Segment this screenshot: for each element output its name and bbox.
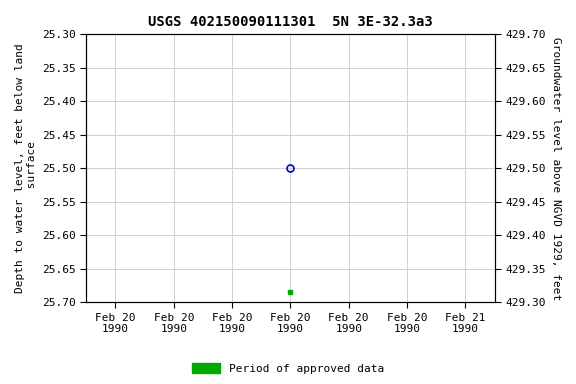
Y-axis label: Groundwater level above NGVD 1929, feet: Groundwater level above NGVD 1929, feet <box>551 37 561 300</box>
Legend: Period of approved data: Period of approved data <box>188 359 388 379</box>
Y-axis label: Depth to water level, feet below land
 surface: Depth to water level, feet below land su… <box>15 43 37 293</box>
Title: USGS 402150090111301  5N 3E-32.3a3: USGS 402150090111301 5N 3E-32.3a3 <box>148 15 433 29</box>
